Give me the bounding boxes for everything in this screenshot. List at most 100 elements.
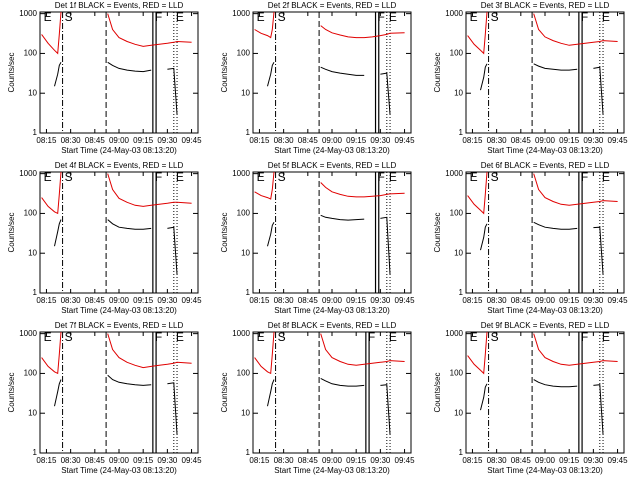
marker-label: E	[389, 10, 397, 24]
y-tick-label: 100	[450, 209, 464, 218]
marker-label: S	[491, 10, 499, 24]
x-tick-label: 09:15	[346, 456, 367, 465]
panel-title: Det 4f BLACK = Events, RED = LLD	[55, 161, 184, 170]
series-line	[54, 61, 178, 115]
series-line	[267, 377, 391, 435]
marker-label: E	[176, 330, 184, 344]
x-tick-label: 08:15	[36, 296, 57, 305]
x-tick-label: 09:15	[133, 136, 154, 145]
y-tick-label: 1000	[445, 169, 463, 178]
x-tick-label: 09:15	[559, 296, 580, 305]
x-axis-label: Start Time (24-May-03 08:13:20)	[61, 306, 177, 315]
y-tick-label: 1000	[232, 9, 250, 18]
x-axis-label: Start Time (24-May-03 08:13:20)	[61, 466, 177, 475]
panel: Det 8f BLACK = Events, RED = LLD Start Ti…	[220, 321, 415, 475]
y-tick-label: 1	[33, 448, 38, 457]
x-tick-label: 09:45	[395, 456, 416, 465]
x-axis-label: Start Time (24-May-03 08:13:20)	[487, 146, 603, 155]
series-line	[254, 12, 405, 39]
marker-label: E	[257, 330, 265, 344]
x-tick-label: 09:30	[583, 296, 604, 305]
series-line	[467, 172, 618, 215]
x-tick-label: 08:15	[36, 456, 57, 465]
marker-label: E	[470, 10, 478, 24]
x-tick-label: 09:00	[322, 456, 343, 465]
y-tick-label: 10	[454, 408, 463, 417]
panel: Det 4f BLACK = Events, RED = LLD Start Ti…	[7, 161, 202, 315]
panel: Det 5f BLACK = Events, RED = LLD Start Ti…	[220, 161, 415, 315]
panel: Det 1f BLACK = Events, RED = LLD Start Ti…	[7, 1, 202, 155]
x-tick-label: 08:30	[274, 456, 295, 465]
x-tick-label: 09:15	[346, 296, 367, 305]
x-tick-label: 08:45	[511, 136, 532, 145]
y-axis-label: Counts/sec	[7, 52, 16, 92]
marker-label: E	[602, 170, 610, 184]
marker-label: F	[378, 170, 385, 184]
x-tick-label: 08:15	[249, 296, 270, 305]
y-tick-label: 1000	[19, 9, 37, 18]
series-line	[54, 374, 178, 435]
x-tick-label: 09:45	[182, 296, 203, 305]
y-tick-label: 1000	[19, 169, 37, 178]
y-tick-label: 10	[241, 408, 250, 417]
x-tick-label: 08:30	[487, 296, 508, 305]
y-tick-label: 1000	[232, 169, 250, 178]
x-tick-label: 09:15	[346, 136, 367, 145]
panel: Det 2f BLACK = Events, RED = LLD Start Ti…	[220, 1, 415, 155]
panel: Det 3f BLACK = Events, RED = LLD Start Ti…	[433, 1, 628, 155]
x-tick-label: 09:45	[608, 136, 629, 145]
x-axis-label: Start Time (24-May-03 08:13:20)	[487, 466, 603, 475]
y-axis-label: Counts/sec	[220, 372, 229, 412]
y-axis-label: Counts/sec	[7, 372, 16, 412]
y-tick-label: 100	[237, 209, 251, 218]
x-tick-label: 09:45	[608, 296, 629, 305]
series-line	[467, 332, 618, 375]
panel-title: Det 5f BLACK = Events, RED = LLD	[268, 161, 397, 170]
marker-label: E	[44, 10, 52, 24]
marker-label: E	[44, 170, 52, 184]
series-line	[480, 63, 604, 115]
marker-label: E	[44, 330, 52, 344]
x-tick-label: 08:15	[462, 456, 483, 465]
y-tick-label: 1000	[232, 329, 250, 338]
y-tick-label: 1	[33, 128, 38, 137]
x-tick-label: 09:30	[370, 296, 391, 305]
marker-label: F	[368, 330, 375, 344]
y-tick-label: 1	[33, 288, 38, 297]
y-tick-label: 10	[28, 88, 37, 97]
marker-label: E	[470, 330, 478, 344]
panel-title: Det 1f BLACK = Events, RED = LLD	[55, 1, 184, 10]
marker-label: E	[257, 10, 265, 24]
x-tick-label: 08:30	[61, 456, 82, 465]
y-tick-label: 10	[28, 408, 37, 417]
marker-label: E	[470, 170, 478, 184]
x-tick-label: 08:15	[36, 136, 57, 145]
x-axis-label: Start Time (24-May-03 08:13:20)	[487, 306, 603, 315]
marker-label: S	[278, 330, 286, 344]
x-tick-label: 09:00	[535, 136, 556, 145]
x-tick-label: 09:00	[535, 296, 556, 305]
x-tick-label: 08:30	[487, 456, 508, 465]
x-tick-label: 08:30	[274, 296, 295, 305]
y-tick-label: 100	[237, 369, 251, 378]
x-tick-label: 09:30	[583, 456, 604, 465]
panel-title: Det 8f BLACK = Events, RED = LLD	[268, 321, 397, 330]
x-tick-label: 09:00	[109, 296, 130, 305]
series-line	[41, 172, 192, 215]
marker-label: F	[155, 330, 162, 344]
marker-label: E	[602, 330, 610, 344]
x-tick-label: 08:45	[85, 456, 106, 465]
y-tick-label: 100	[450, 49, 464, 58]
y-axis-label: Counts/sec	[433, 212, 442, 252]
y-tick-label: 1	[459, 288, 464, 297]
x-axis-label: Start Time (24-May-03 08:13:20)	[61, 146, 177, 155]
x-axis-label: Start Time (24-May-03 08:13:20)	[274, 466, 390, 475]
y-tick-label: 1000	[19, 329, 37, 338]
series-line	[254, 172, 405, 200]
y-tick-label: 100	[24, 209, 38, 218]
y-tick-label: 10	[454, 88, 463, 97]
x-tick-label: 09:00	[535, 456, 556, 465]
marker-label: F	[155, 10, 162, 24]
y-axis-label: Counts/sec	[7, 212, 16, 252]
x-tick-label: 08:30	[274, 136, 295, 145]
